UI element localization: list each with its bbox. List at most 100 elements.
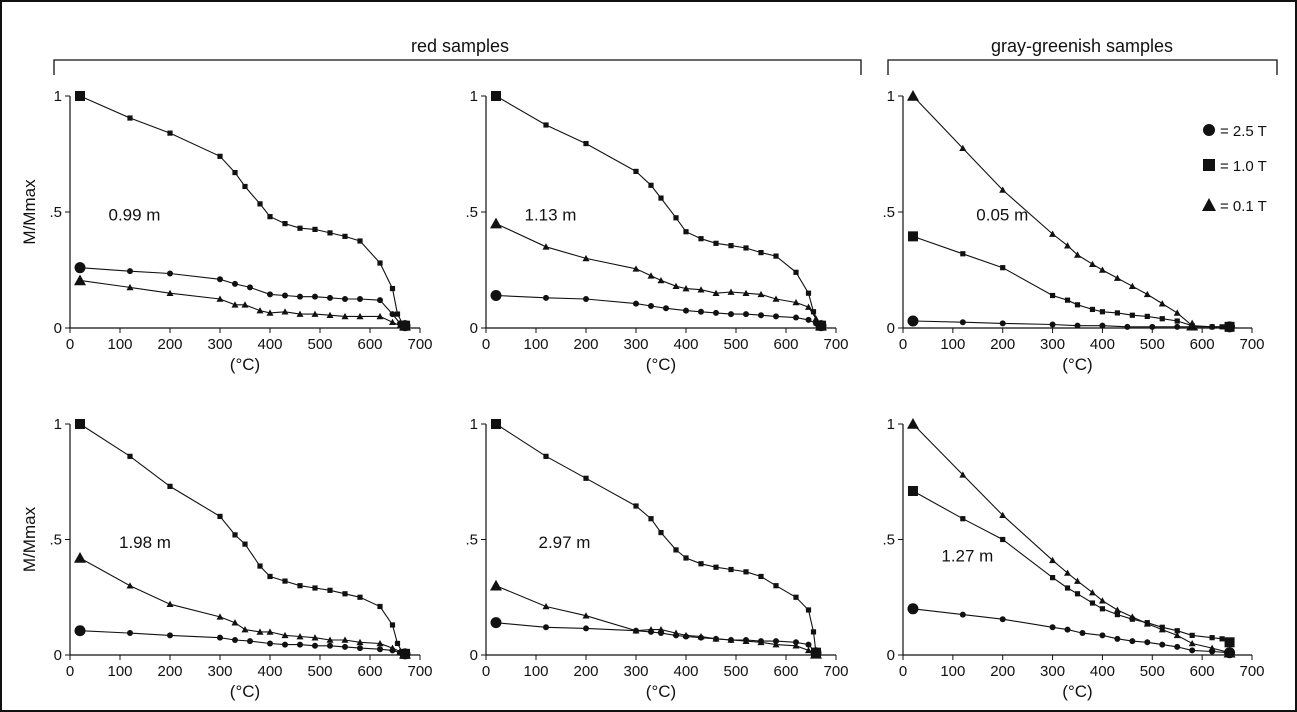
data-point-triangle	[582, 254, 590, 262]
data-point-square	[312, 585, 318, 591]
y-tick-label: 0	[470, 647, 478, 664]
chart-panel-4: 0 100 200 300 400 500 600 700 0 .5 1 (°C) M/Mmax 1.98…	[20, 416, 433, 701]
data-point-square	[1049, 575, 1056, 581]
data-point-square	[698, 561, 704, 567]
data-point-square	[758, 573, 764, 580]
data-point-square	[1089, 306, 1096, 313]
y-tick-label: 1	[470, 416, 478, 433]
data-point-triangle	[166, 289, 174, 296]
y-tick-label: .5	[49, 204, 62, 221]
data-point-square	[232, 169, 238, 176]
data-point-circle	[758, 312, 764, 319]
data-point-circle	[247, 638, 253, 645]
data-point-square	[1089, 600, 1096, 606]
data-point-square	[698, 236, 704, 242]
data-point-square	[282, 578, 288, 584]
data-point-triangle	[1158, 300, 1166, 307]
x-tick-label: 500	[723, 663, 748, 680]
data-point-circle	[217, 634, 223, 641]
y-tick-label: 0	[54, 320, 62, 337]
data-point-circle	[583, 296, 589, 302]
data-point-circle	[342, 296, 348, 302]
data-point-square	[1114, 611, 1120, 618]
y-tick-label: 1	[54, 416, 62, 433]
data-point-triangle	[166, 600, 174, 607]
data-point-circle	[1049, 624, 1056, 631]
data-point-square	[1209, 324, 1215, 330]
data-point-circle	[357, 296, 363, 302]
data-point-triangle	[542, 602, 550, 610]
data-point-circle	[312, 642, 318, 649]
data-point-circle	[267, 291, 273, 298]
data-point-circle	[74, 262, 86, 274]
x-tick-label: 0	[482, 663, 490, 680]
data-point-square	[1219, 636, 1225, 642]
data-point-circle	[312, 293, 318, 300]
x-tick-label: 100	[107, 663, 132, 680]
data-point-triangle	[1208, 644, 1216, 651]
data-point-triangle	[231, 619, 239, 626]
sample-depth-label: 0.99 m	[109, 205, 161, 224]
red-samples-label: red samples	[411, 36, 509, 56]
data-point-triangle	[672, 282, 680, 290]
x-tick-label: 0	[66, 336, 74, 353]
data-point-triangle	[682, 631, 690, 639]
y-axis-label: M/Mmax	[20, 179, 39, 245]
data-point-triangle	[757, 290, 765, 298]
data-point-triangle	[1064, 242, 1072, 249]
series-triangle	[906, 418, 1236, 658]
data-point-triangle	[792, 642, 800, 649]
data-point-square	[648, 516, 654, 522]
data-point-triangle	[266, 628, 274, 635]
data-point-triangle	[999, 186, 1007, 193]
data-point-square	[1099, 309, 1106, 315]
y-tick-label: .5	[882, 204, 895, 221]
data-point-circle	[793, 314, 799, 321]
data-point-triangle	[256, 307, 264, 314]
data-point-square	[217, 153, 223, 159]
data-point-circle	[247, 284, 253, 291]
data-point-triangle	[1074, 251, 1081, 258]
legend-label-square: = 1.0 T	[1220, 158, 1267, 175]
data-point-triangle	[815, 319, 827, 331]
data-point-circle	[698, 308, 704, 315]
data-point-triangle	[341, 312, 349, 320]
data-point-square	[127, 115, 133, 121]
data-point-square	[232, 532, 238, 538]
data-point-square	[583, 140, 589, 147]
data-point-circle	[167, 632, 173, 639]
x-tick-label: 100	[107, 336, 132, 353]
data-point-square	[75, 91, 85, 101]
x-tick-label: 700	[407, 663, 432, 680]
red-samples-bracket	[53, 59, 862, 75]
data-point-square	[167, 130, 173, 136]
x-tick-label: 400	[257, 663, 282, 680]
data-point-square	[743, 569, 749, 575]
x-tick-label: 300	[623, 663, 648, 680]
x-axis-label: (°C)	[1062, 682, 1092, 701]
data-point-square	[1064, 585, 1071, 591]
y-tick-label: .5	[49, 532, 62, 549]
data-point-square	[1174, 628, 1180, 634]
data-point-triangle	[657, 626, 665, 633]
chart-panel-3: 0 100 200 300 400 500 600 700 0 .5 1 (°C) 0.05 m	[882, 88, 1264, 374]
data-point-triangle	[341, 636, 349, 643]
y-tick-label: 1	[887, 416, 895, 433]
data-point-square	[758, 250, 764, 256]
data-point-square	[960, 516, 966, 522]
data-point-circle	[327, 642, 333, 649]
data-point-triangle	[772, 641, 780, 648]
y-tick-label: 0	[54, 647, 62, 664]
data-point-triangle	[311, 310, 319, 317]
data-point-triangle	[376, 312, 384, 320]
data-point-circle	[1124, 323, 1131, 330]
data-point-circle	[377, 297, 383, 304]
x-tick-label: 100	[940, 336, 965, 353]
series-triangle	[490, 579, 822, 659]
x-tick-label: 300	[1040, 663, 1065, 680]
data-point-triangle	[241, 301, 249, 308]
data-point-square	[728, 566, 734, 573]
data-point-square	[217, 513, 223, 519]
x-tick-label: 600	[1190, 336, 1215, 353]
data-point-circle	[743, 311, 749, 318]
